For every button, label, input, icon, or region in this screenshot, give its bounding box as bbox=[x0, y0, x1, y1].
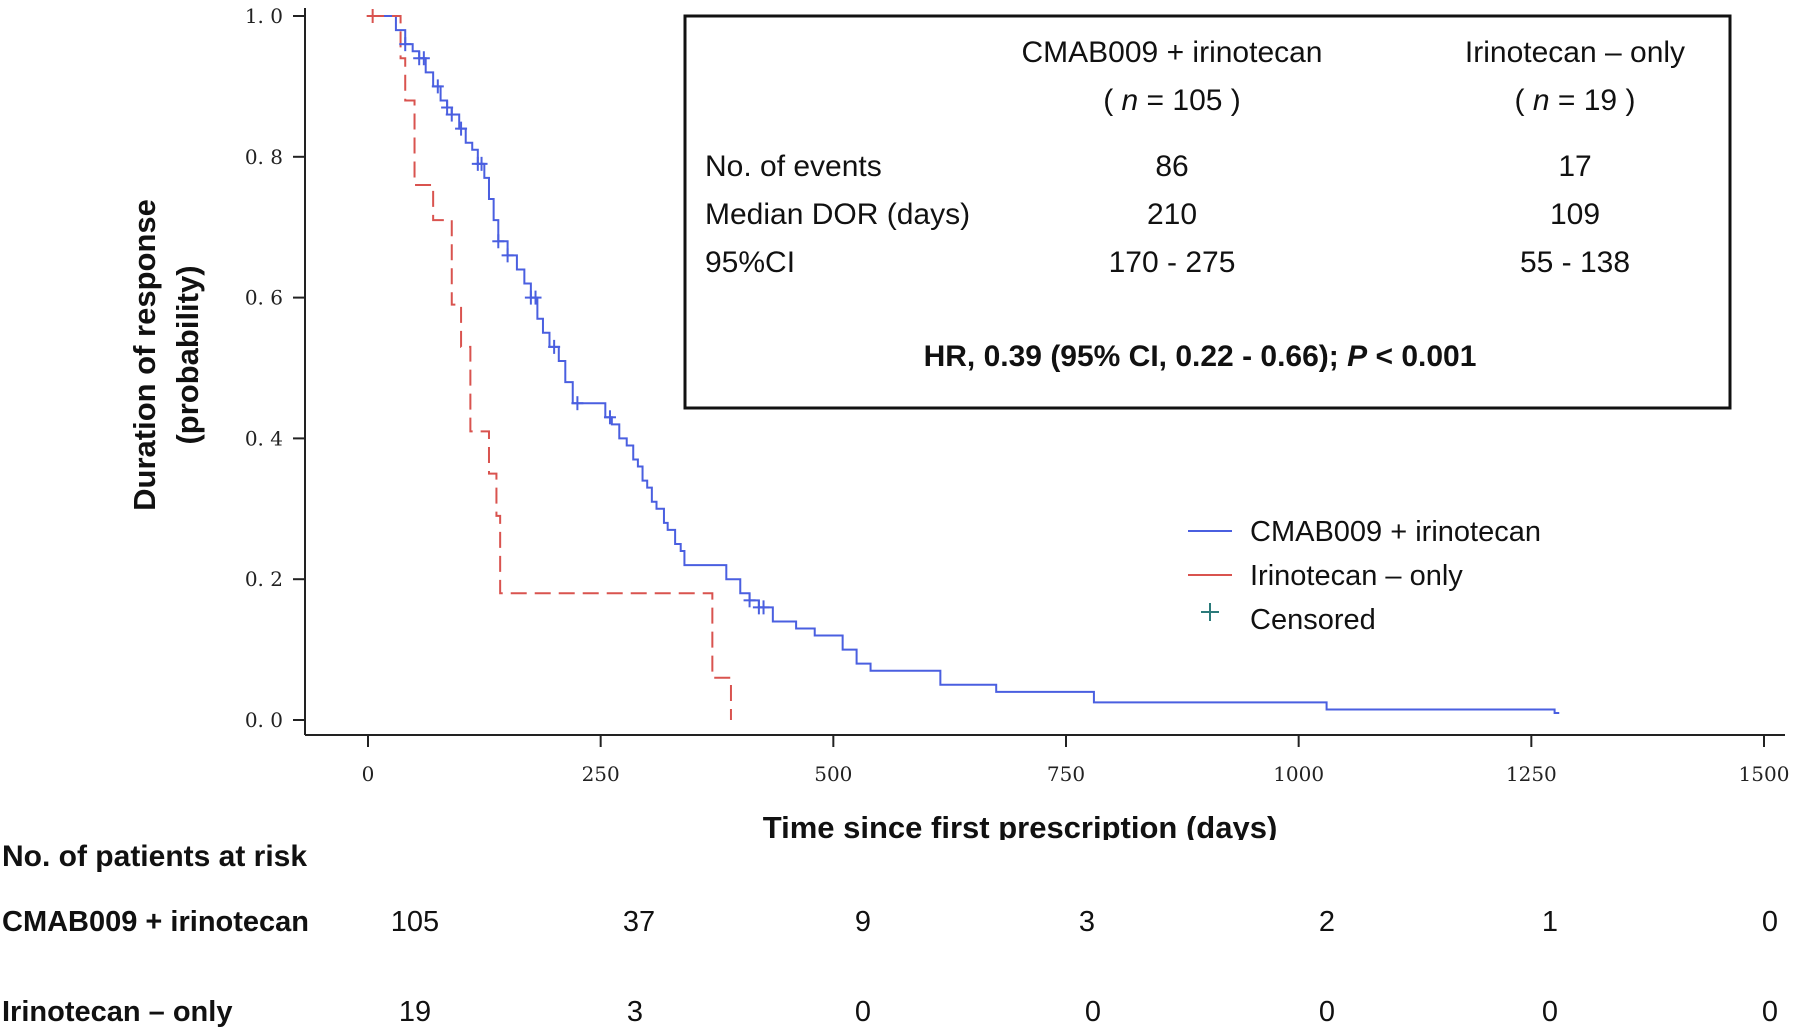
y-tick-label: 0. 0 bbox=[245, 708, 283, 732]
censor-mark bbox=[603, 410, 616, 425]
stats-col2-n-prefix: ( bbox=[1515, 84, 1533, 117]
risk-cell: 37 bbox=[622, 906, 656, 938]
y-axis-title-line1: Duration of response bbox=[127, 199, 162, 511]
risk-cell: 0 bbox=[1761, 996, 1779, 1028]
stats-row-col2: 109 bbox=[1550, 198, 1600, 231]
censor-mark bbox=[455, 121, 468, 136]
risk-cell: 0 bbox=[1084, 996, 1102, 1028]
stats-row-col1: 170 - 275 bbox=[1109, 246, 1236, 279]
y-tick-label: 0. 6 bbox=[245, 286, 283, 310]
risk-cell: 0 bbox=[854, 996, 872, 1028]
stats-row-col2: 55 - 138 bbox=[1520, 246, 1630, 279]
censor-mark bbox=[529, 290, 542, 305]
risk-cell: 0 bbox=[1541, 996, 1559, 1028]
x-tick-label: 1250 bbox=[1506, 762, 1557, 786]
y-axis-ticks: 0. 0 0. 2 0. 4 0. 6 0. 8 1. 0 bbox=[245, 4, 305, 732]
stats-row-label: 95%CI bbox=[705, 246, 795, 279]
stats-col1-n: ( n = 105 ) bbox=[1103, 84, 1241, 117]
risk-cell: 3 bbox=[626, 996, 644, 1028]
x-tick-label: 250 bbox=[582, 762, 620, 786]
y-tick-label: 0. 4 bbox=[245, 426, 283, 450]
series-line-2 bbox=[368, 15, 732, 720]
y-tick-label: 1. 0 bbox=[245, 4, 283, 28]
risk-cell: 0 bbox=[1318, 996, 1336, 1028]
censor-mark bbox=[492, 234, 505, 249]
stats-col2-n-italic: n bbox=[1533, 84, 1550, 117]
censor-mark bbox=[475, 156, 488, 171]
legend-label-series-2: Irinotecan – only bbox=[1250, 560, 1463, 592]
stats-col1-header: CMAB009 + irinotecan bbox=[1022, 36, 1323, 69]
risk-cell: 2 bbox=[1318, 906, 1336, 938]
stats-col2-n: ( n = 19 ) bbox=[1515, 84, 1636, 117]
stats-box-frame bbox=[683, 14, 1732, 410]
legend-label-series-1: CMAB009 + irinotecan bbox=[1250, 516, 1541, 548]
risk-row-label-series-2: Irinotecan – only bbox=[2, 996, 233, 1028]
risk-cell: 1 bbox=[1541, 906, 1559, 938]
censor-mark bbox=[431, 79, 444, 94]
censor-mark bbox=[417, 51, 430, 66]
y-tick-label: 0. 2 bbox=[245, 567, 283, 591]
censor-mark bbox=[571, 396, 584, 411]
stats-row-col1: 86 bbox=[1155, 150, 1188, 183]
legend: CMAB009 + irinotecan Irinotecan – only C… bbox=[1188, 516, 1541, 636]
stats-row-col1: 210 bbox=[1147, 198, 1197, 231]
censor-mark bbox=[757, 600, 770, 615]
x-tick-label: 0 bbox=[362, 762, 375, 786]
x-tick-label: 500 bbox=[814, 762, 852, 786]
y-axis-title-line2: (probability) bbox=[170, 265, 205, 444]
censor-mark bbox=[399, 37, 412, 52]
p-value-text: < 0.001 bbox=[1367, 340, 1476, 373]
kaplan-meier-chart: 0. 0 0. 2 0. 4 0. 6 0. 8 1. 0 0 250 500 750 1000 1… bbox=[127, 4, 1790, 840]
stats-col1-n-suffix: = 105 ) bbox=[1138, 84, 1241, 117]
risk-cell: 3 bbox=[1078, 906, 1096, 938]
stats-col1-n-prefix: ( bbox=[1103, 84, 1121, 117]
risk-cell: 105 bbox=[390, 906, 440, 938]
censor-mark bbox=[441, 100, 454, 115]
legend-censor-icon bbox=[1201, 603, 1219, 621]
censor-marks bbox=[366, 9, 770, 615]
censor-mark bbox=[366, 9, 379, 23]
risk-row-label-series-1: CMAB009 + irinotecan bbox=[2, 906, 310, 938]
censor-mark bbox=[501, 248, 514, 263]
x-tick-label: 1500 bbox=[1739, 762, 1790, 786]
legend-label-censored: Censored bbox=[1250, 604, 1376, 636]
stats-row-col2: 17 bbox=[1558, 150, 1591, 183]
risk-cell: 0 bbox=[1761, 906, 1779, 938]
stats-col1-n-italic: n bbox=[1122, 84, 1139, 117]
x-axis-title: Time since first prescription (days) bbox=[763, 810, 1278, 840]
stats-row-label: Median DOR (days) bbox=[705, 198, 970, 231]
stats-col2-header: Irinotecan – only bbox=[1465, 36, 1685, 69]
stats-col2-n-suffix: = 19 ) bbox=[1550, 84, 1636, 117]
risk-table-title: No. of patients at risk bbox=[2, 840, 308, 873]
risk-cell: 19 bbox=[398, 996, 432, 1028]
x-axis-ticks: 0 250 500 750 1000 1250 1500 bbox=[362, 735, 1790, 786]
stats-row-label: No. of events bbox=[705, 150, 882, 183]
hazard-ratio-text: HR, 0.39 (95% CI, 0.22 - 0.66); P < 0.00… bbox=[924, 340, 1477, 373]
censor-mark bbox=[445, 107, 458, 122]
y-tick-label: 0. 8 bbox=[245, 145, 283, 169]
censor-mark bbox=[743, 593, 756, 608]
risk-cell: 9 bbox=[854, 906, 872, 938]
censor-mark bbox=[548, 339, 561, 354]
x-tick-label: 750 bbox=[1047, 762, 1085, 786]
p-value-italic: P bbox=[1347, 340, 1368, 373]
x-tick-label: 1000 bbox=[1273, 762, 1324, 786]
stats-box: CMAB009 + irinotecan Irinotecan – only (… bbox=[683, 14, 1732, 410]
hazard-ratio-main: HR, 0.39 (95% CI, 0.22 - 0.66); bbox=[924, 340, 1348, 373]
